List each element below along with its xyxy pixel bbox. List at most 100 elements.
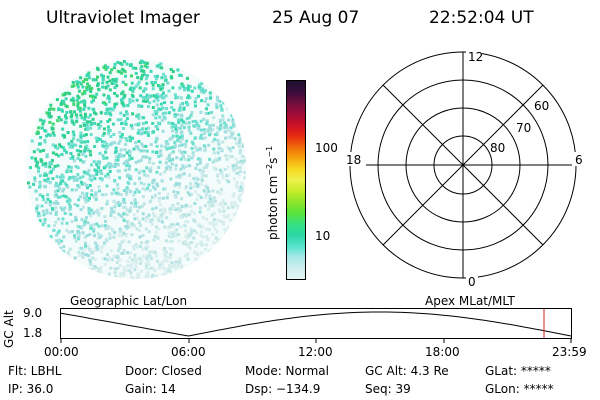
disk-pixel (134, 168, 138, 172)
disk-pixel (79, 180, 83, 184)
disk-pixel (224, 136, 228, 140)
disk-pixel (90, 100, 94, 104)
disk-pixel (124, 143, 128, 146)
disk-pixel (68, 247, 72, 251)
disk-pixel (54, 145, 57, 149)
disk-pixel (134, 141, 137, 145)
disk-pixel (140, 73, 144, 77)
disk-pixel (101, 134, 105, 137)
status-gain: Gain: 14 (125, 382, 176, 396)
disk-pixel (104, 147, 108, 151)
disk-pixel (76, 138, 80, 142)
disk-pixel (130, 93, 134, 97)
disk-pixel (226, 230, 230, 234)
disk-pixel (130, 233, 134, 237)
disk-pixel (165, 216, 169, 220)
disk-pixel (85, 192, 89, 196)
disk-pixel (46, 197, 50, 201)
disk-pixel (144, 188, 148, 192)
disk-pixel (139, 149, 143, 153)
disk-pixel (37, 211, 41, 215)
timeline-left-title: Geographic Lat/Lon (70, 294, 188, 308)
disk-pixel (100, 73, 104, 77)
disk-pixel (169, 168, 172, 171)
disk-pixel (124, 160, 128, 164)
disk-pixel (116, 200, 120, 204)
disk-pixel (129, 63, 133, 66)
disk-pixel (71, 143, 75, 147)
disk-pixel (94, 191, 98, 195)
disk-pixel (143, 64, 147, 68)
disk-pixel (155, 182, 159, 186)
disk-pixel (208, 126, 212, 130)
disk-pixel (131, 136, 134, 140)
disk-pixel (145, 215, 149, 219)
disk-pixel (115, 84, 119, 88)
disk-pixel (154, 140, 158, 144)
disk-pixel (144, 97, 148, 101)
disk-pixel (165, 107, 169, 110)
disk-pixel (38, 219, 42, 223)
disk-pixel (50, 207, 54, 211)
disk-pixel (26, 181, 30, 185)
disk-pixel (213, 137, 217, 141)
disk-pixel (213, 200, 217, 204)
disk-pixel (190, 229, 194, 233)
disk-pixel (170, 162, 174, 166)
disk-pixel (122, 266, 126, 270)
disk-pixel (224, 123, 228, 127)
disk-pixel (136, 82, 140, 86)
disk-pixel (208, 96, 212, 100)
disk-pixel (89, 133, 93, 136)
disk-pixel (127, 158, 131, 161)
disk-pixel (102, 93, 106, 97)
disk-pixel (235, 185, 239, 189)
disk-pixel (122, 60, 126, 64)
disk-pixel (125, 208, 129, 212)
disk-pixel (184, 121, 188, 125)
disk-pixel (237, 144, 241, 148)
disk-pixel (188, 247, 192, 250)
disk-pixel (106, 65, 110, 69)
disk-pixel (220, 107, 224, 111)
disk-pixel (114, 164, 118, 168)
disk-pixel (203, 149, 207, 153)
disk-pixel (211, 140, 215, 143)
disk-pixel (168, 240, 172, 244)
disk-pixel (122, 95, 126, 99)
disk-pixel (180, 150, 184, 154)
disk-pixel (117, 155, 121, 159)
status-mode: Mode: Normal (245, 364, 329, 378)
disk-pixel (187, 125, 191, 129)
disk-pixel (98, 138, 102, 142)
disk-pixel (94, 136, 98, 140)
disk-pixel (43, 173, 47, 177)
disk-pixel (65, 150, 68, 154)
disk-pixel (211, 233, 215, 237)
disk-pixel (148, 189, 152, 192)
disk-pixel (91, 256, 94, 260)
disk-pixel (160, 216, 164, 220)
disk-pixel (61, 127, 65, 131)
disk-pixel (227, 173, 231, 177)
disk-pixel (57, 241, 61, 245)
disk-pixel (154, 254, 158, 258)
disk-pixel (48, 181, 52, 184)
disk-pixel (152, 130, 156, 134)
disk-pixel (65, 111, 69, 114)
disk-pixel (208, 228, 212, 232)
disk-pixel (142, 89, 146, 93)
disk-pixel (227, 135, 231, 139)
disk-pixel (115, 102, 119, 106)
disk-pixel (85, 88, 89, 91)
disk-pixel (71, 120, 75, 124)
disk-pixel (125, 233, 129, 236)
disk-pixel (69, 165, 73, 169)
disk-pixel (75, 98, 79, 102)
disk-pixel (177, 210, 181, 214)
disk-pixel (151, 106, 155, 109)
disk-pixel (78, 225, 82, 229)
disk-pixel (123, 148, 127, 152)
disk-pixel (70, 142, 74, 145)
disk-pixel (161, 196, 165, 200)
